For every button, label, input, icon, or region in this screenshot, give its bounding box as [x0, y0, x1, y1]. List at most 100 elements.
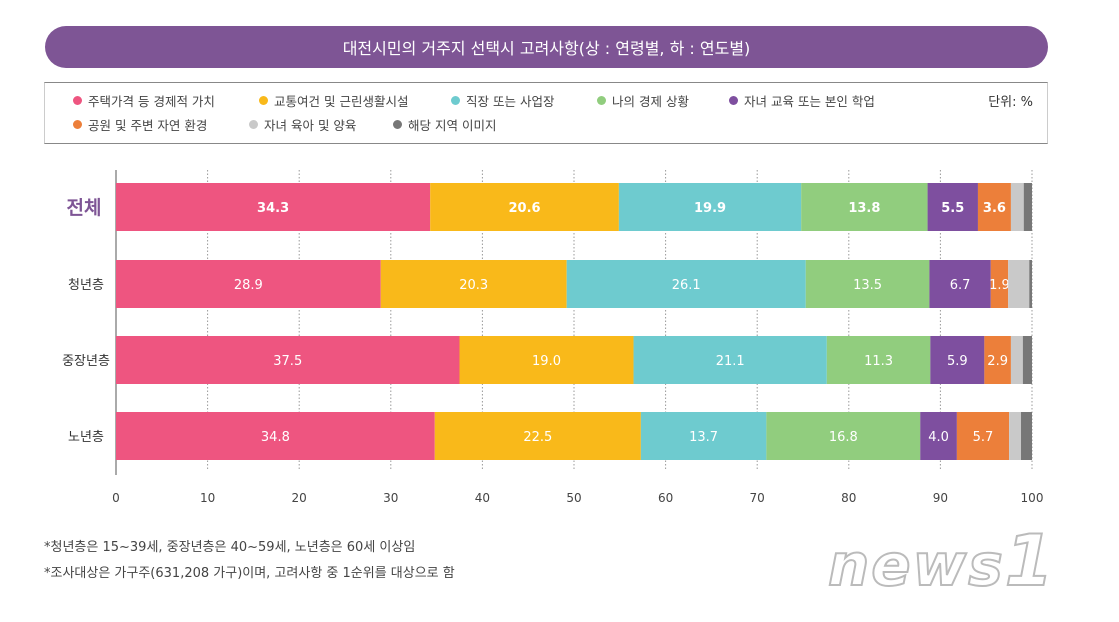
legend-label: 나의 경제 상황 [612, 94, 689, 109]
legend-item: 주택가격 등 경제적 가치 [73, 91, 215, 110]
x-tick-label: 30 [383, 491, 398, 505]
data-label: 26.1 [672, 278, 701, 293]
legend-label: 해당 지역 이미지 [408, 118, 497, 133]
data-label: 34.8 [261, 430, 290, 445]
legend-swatch [73, 120, 82, 129]
legend: 단위: % 주택가격 등 경제적 가치 교통여건 및 근린생활시설 직장 또는 사업… [44, 82, 1048, 144]
bar-segment [990, 260, 1009, 308]
data-label: 28.9 [234, 278, 263, 293]
legend-label: 자녀 육아 및 양육 [264, 118, 357, 133]
category-label: 중장년층 [62, 354, 110, 369]
legend-label: 직장 또는 사업장 [466, 94, 555, 109]
legend-label: 주택가격 등 경제적 가치 [88, 94, 215, 109]
data-label: 3.6 [983, 201, 1006, 216]
chart-title: 대전시민의 거주지 선택시 고려사항(상 : 연령별, 하 : 연도별) [45, 26, 1048, 68]
data-label: 16.8 [829, 430, 858, 445]
bar-segment [1009, 412, 1022, 460]
bar-segment [930, 336, 985, 384]
legend-item: 해당 지역 이미지 [393, 115, 496, 134]
x-tick-label: 100 [1021, 491, 1044, 505]
x-tick-label: 50 [566, 491, 581, 505]
bar-segment [956, 412, 1010, 460]
bar-segment [1010, 336, 1023, 384]
bar-segment [566, 260, 806, 308]
bar-segment [116, 412, 435, 460]
x-tick-label: 0 [112, 491, 120, 505]
data-label: 4.0 [928, 430, 949, 445]
bar-segment [1010, 183, 1024, 231]
data-label: 20.6 [508, 201, 540, 216]
bar-segment [1023, 183, 1032, 231]
data-label: 5.5 [941, 201, 964, 216]
legend-item: 직장 또는 사업장 [451, 91, 554, 110]
data-label: 5.7 [973, 430, 994, 445]
footnote-survey: *조사대상은 가구주(631,208 가구)이며, 고려사항 중 1순위를 대상… [44, 566, 455, 581]
data-label: 19.0 [532, 354, 561, 369]
legend-swatch [259, 96, 268, 105]
data-label: 13.8 [848, 201, 880, 216]
legend-swatch [249, 120, 258, 129]
x-tick-label: 90 [933, 491, 948, 505]
legend-label: 공원 및 주변 자연 환경 [88, 118, 208, 133]
data-label: 37.5 [273, 354, 302, 369]
data-label: 13.5 [853, 278, 882, 293]
data-label: 22.5 [523, 430, 552, 445]
bar-segment [927, 183, 978, 231]
data-label: 2.9 [987, 354, 1008, 369]
legend-label: 교통여건 및 근린생활시설 [274, 94, 409, 109]
legend-item: 자녀 교육 또는 본인 학업 [729, 91, 875, 110]
legend-swatch [597, 96, 606, 105]
data-label: 6.7 [950, 278, 971, 293]
bar-segment [984, 336, 1011, 384]
legend-swatch [451, 96, 460, 105]
bar-segment [766, 412, 921, 460]
x-tick-label: 40 [475, 491, 490, 505]
news1-logo: news1 [827, 519, 1056, 603]
data-label: 19.9 [694, 201, 726, 216]
bar-segment [633, 336, 827, 384]
data-label: 21.1 [716, 354, 745, 369]
legend-swatch [393, 120, 402, 129]
x-tick-label: 20 [292, 491, 307, 505]
legend-swatch [73, 96, 82, 105]
x-tick-label: 60 [658, 491, 673, 505]
legend-item: 공원 및 주변 자연 환경 [73, 115, 207, 134]
legend-item: 교통여건 및 근린생활시설 [259, 91, 408, 110]
bar-segment [1022, 336, 1032, 384]
data-label: 34.3 [257, 201, 289, 216]
data-label: 20.3 [459, 278, 488, 293]
bar-segment [618, 183, 802, 231]
x-tick-label: 80 [841, 491, 856, 505]
data-label: 13.7 [689, 430, 718, 445]
data-label: 1.9 [989, 278, 1010, 293]
bar-segment [434, 412, 641, 460]
bar-segment [826, 336, 931, 384]
bar-segment [430, 183, 619, 231]
bar-segment [116, 183, 431, 231]
legend-label: 자녀 교육 또는 본인 학업 [744, 94, 875, 109]
category-label: 청년층 [68, 278, 104, 293]
bar-segment [805, 260, 930, 308]
bar-segment [380, 260, 567, 308]
x-tick-label: 70 [750, 491, 765, 505]
legend-item: 나의 경제 상황 [597, 91, 689, 110]
bar-segment [1008, 260, 1030, 308]
data-label: 5.9 [947, 354, 968, 369]
unit-label: 단위: % [988, 95, 1033, 110]
bar-segment [116, 336, 460, 384]
bar-segment [459, 336, 634, 384]
bar-segment [977, 183, 1011, 231]
bar-segment [116, 260, 381, 308]
bar-segment [801, 183, 928, 231]
category-label: 전체 [67, 197, 102, 219]
bar-segment [1021, 412, 1032, 460]
bar-segment [1029, 260, 1032, 308]
category-label: 노년층 [68, 430, 104, 445]
legend-item: 자녀 육아 및 양육 [249, 115, 356, 134]
bar-segment [929, 260, 991, 308]
legend-swatch [729, 96, 738, 105]
data-label: 11.3 [864, 354, 893, 369]
bar-segment [640, 412, 767, 460]
footnote-age: *청년층은 15~39세, 중장년층은 40~59세, 노년층은 60세 이상임 [44, 540, 416, 555]
bar-segment [920, 412, 957, 460]
